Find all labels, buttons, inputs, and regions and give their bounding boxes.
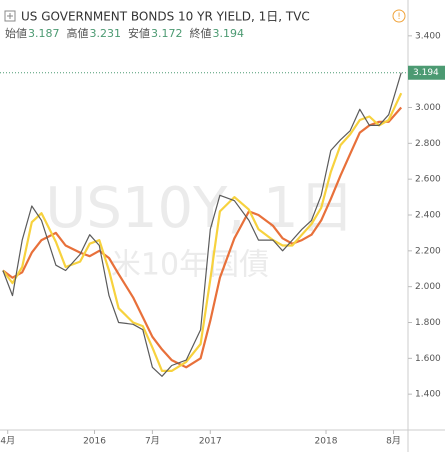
expand-icon[interactable]	[4, 10, 16, 22]
y-tick-label: 2.600	[415, 175, 441, 185]
y-tick-label: 3.000	[415, 103, 441, 113]
x-tick-label: 8月	[386, 436, 401, 447]
chart-title: US GOVERNMENT BONDS 10 YR YIELD, 1日, TVC	[21, 10, 310, 24]
watermark-sub: 米10年国債	[111, 248, 269, 283]
moving-average	[2, 92, 403, 372]
y-tick-label: 2.200	[415, 246, 441, 256]
ohlc-label: 高値	[67, 26, 89, 40]
x-tick-label: 2018	[315, 437, 338, 447]
y-tick-label: 2.000	[415, 282, 441, 292]
last-price-label: 3.194	[413, 68, 439, 78]
y-tick-label: 1.400	[415, 390, 441, 400]
y-tick-label: 3.400	[415, 31, 441, 41]
price-line	[2, 72, 402, 377]
watermark: US10Y, 1日	[45, 176, 354, 241]
x-tick-label: 7月	[145, 436, 160, 447]
y-tick-label: 2.800	[415, 139, 441, 149]
x-tick-label: 2016	[83, 437, 106, 447]
alert-icon[interactable]	[392, 9, 406, 23]
x-tick-label: 2017	[199, 437, 222, 447]
ohlc-value: 3.172	[151, 27, 183, 40]
alert-icon-mark: !	[397, 12, 401, 22]
moving-average	[2, 106, 403, 369]
last-price-tag	[408, 65, 445, 80]
ohlc-value: 3.194	[213, 27, 245, 40]
x-tick-label: 4月	[0, 436, 15, 447]
ohlc-label: 終値	[190, 26, 212, 40]
ohlc-value: 3.231	[90, 27, 122, 40]
y-tick-label: 2.400	[415, 211, 441, 221]
ohlc-label: 安値	[128, 26, 150, 40]
ohlc-label: 始値	[5, 26, 27, 40]
y-tick-label: 1.800	[415, 318, 441, 328]
ohlc-value: 3.187	[28, 27, 60, 40]
y-tick-label: 1.600	[415, 354, 441, 364]
